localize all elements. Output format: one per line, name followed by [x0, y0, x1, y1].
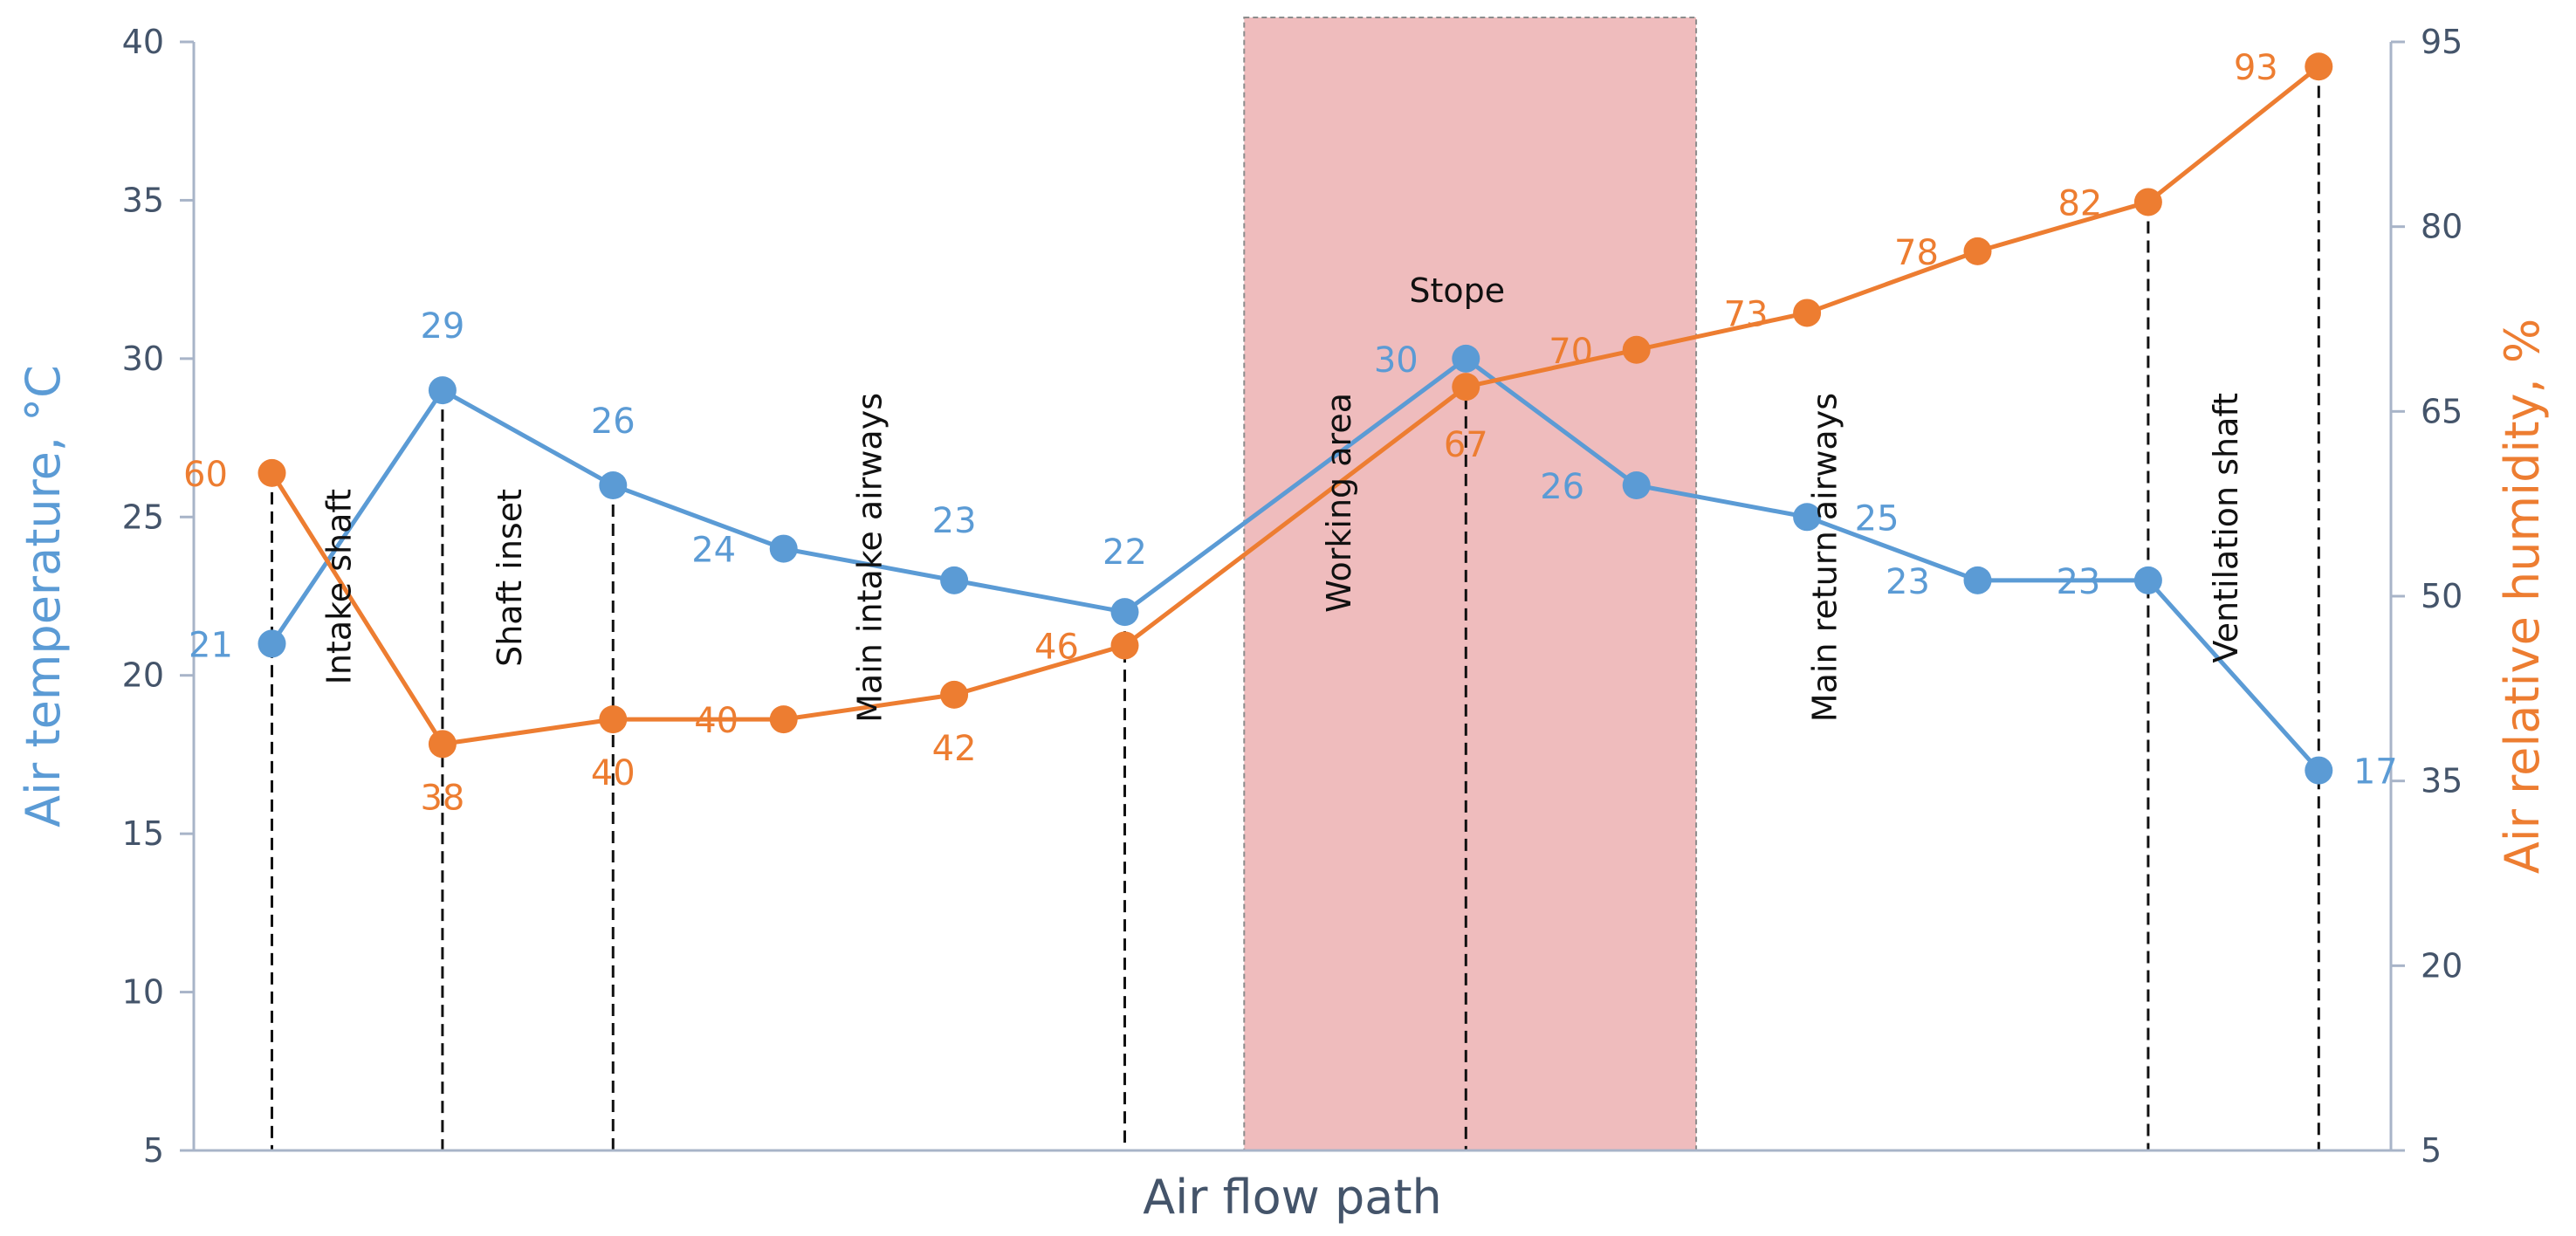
humidity-data-label: 70 — [1549, 332, 1593, 372]
temperature-point — [769, 534, 798, 563]
humidity-point — [2133, 188, 2162, 216]
temperature-data-label: 25 — [1855, 498, 1899, 539]
left-tick-label: 20 — [122, 656, 164, 695]
right-tick-label: 95 — [2421, 23, 2463, 61]
temperature-point — [1452, 344, 1480, 373]
stope-label: Stope — [1409, 271, 1505, 310]
left-tick-label: 30 — [122, 340, 164, 378]
segment-marker-lines — [271, 66, 2320, 1150]
humidity-data-label: 40 — [694, 701, 738, 741]
humidity-point — [769, 705, 798, 734]
left-tick-label: 40 — [122, 23, 164, 61]
humidity-point — [258, 458, 286, 487]
humidity-data-label: 42 — [932, 729, 977, 769]
temperature-data-label: 23 — [932, 501, 977, 541]
left-tick-label: 5 — [143, 1131, 164, 1170]
temperature-data-label: 17 — [2353, 752, 2398, 793]
temperature-data-label: 26 — [591, 402, 635, 442]
temperature-point — [258, 629, 286, 658]
x-axis-title: Air flow path — [1143, 1170, 1441, 1225]
humidity-data-label: 67 — [1444, 425, 1488, 465]
temperature-point — [940, 566, 969, 594]
temperature-line — [270, 355, 2321, 772]
humidity-data-label: 73 — [1724, 294, 1769, 334]
temperature-data-label: 29 — [420, 306, 464, 347]
annotation-layer: Intake shaft Shaft inset Main intake airwa… — [183, 48, 2398, 818]
temperature-data-label: 23 — [1886, 562, 1930, 602]
humidity-point — [1110, 631, 1139, 660]
humidity-data-label: 40 — [591, 753, 635, 793]
right-tick-label: 20 — [2421, 946, 2463, 985]
temperature-point — [2305, 756, 2333, 785]
left-tick-label: 15 — [122, 814, 164, 853]
right-tick-label: 65 — [2421, 392, 2463, 430]
humidity-data-label: 82 — [2057, 183, 2102, 223]
humidity-point — [428, 730, 457, 759]
humidity-point — [2305, 52, 2333, 81]
region-label: Main return airways — [1806, 393, 1844, 722]
working-area-highlight — [1243, 17, 1698, 1151]
series-layer — [258, 52, 2333, 785]
temperature-point — [1110, 598, 1139, 627]
highlight-region — [1243, 17, 1698, 1151]
humidity-data-label: 60 — [183, 455, 228, 495]
humidity-point — [1452, 373, 1480, 402]
left-tick-label: 25 — [122, 498, 164, 536]
left-tick-label: 10 — [122, 973, 164, 1012]
temperature-point — [428, 376, 457, 405]
left-axis-title: Air temperature, °C — [16, 365, 71, 827]
humidity-data-label: 46 — [1034, 627, 1079, 667]
temperature-point — [1622, 471, 1651, 499]
temperature-data-label: 22 — [1103, 532, 1147, 573]
region-label: Working area — [1320, 393, 1358, 613]
humidity-data-label: 38 — [420, 778, 464, 818]
left-tick-label: 35 — [122, 181, 164, 219]
temperature-point — [599, 471, 628, 499]
humidity-point — [1963, 237, 1992, 265]
right-tick-label: 5 — [2421, 1131, 2442, 1170]
temperature-point — [1793, 503, 1822, 532]
humidity-point — [599, 705, 628, 734]
humidity-point — [1622, 335, 1651, 364]
humidity-data-label: 78 — [1894, 233, 1939, 273]
axes: 5 10 15 20 25 30 35 40 5 20 35 50 65 80 95 Air temperat… — [16, 23, 2550, 1225]
temperature-data-label: 23 — [2056, 562, 2100, 602]
right-tick-label: 80 — [2421, 208, 2463, 246]
temperature-point — [1963, 566, 1992, 594]
region-label: Ventilation shaft — [2207, 393, 2245, 663]
right-tick-label: 50 — [2421, 577, 2463, 615]
humidity-line — [270, 65, 2320, 747]
temperature-data-label: 26 — [1540, 467, 1584, 507]
humidity-data-label: 93 — [2234, 48, 2278, 88]
temperature-data-label: 21 — [189, 625, 233, 665]
temperature-point — [2133, 566, 2162, 594]
temperature-data-label: 24 — [691, 531, 736, 571]
right-tick-label: 35 — [2421, 762, 2463, 800]
segment-label: Intake shaft — [320, 489, 359, 684]
humidity-point — [1793, 299, 1822, 327]
temperature-data-label: 30 — [1374, 340, 1419, 381]
region-label: Main intake airways — [850, 393, 889, 723]
segment-label: Shaft inset — [491, 489, 529, 667]
right-axis-title: Air relative humidity, % — [2495, 319, 2550, 874]
humidity-point — [940, 680, 969, 709]
